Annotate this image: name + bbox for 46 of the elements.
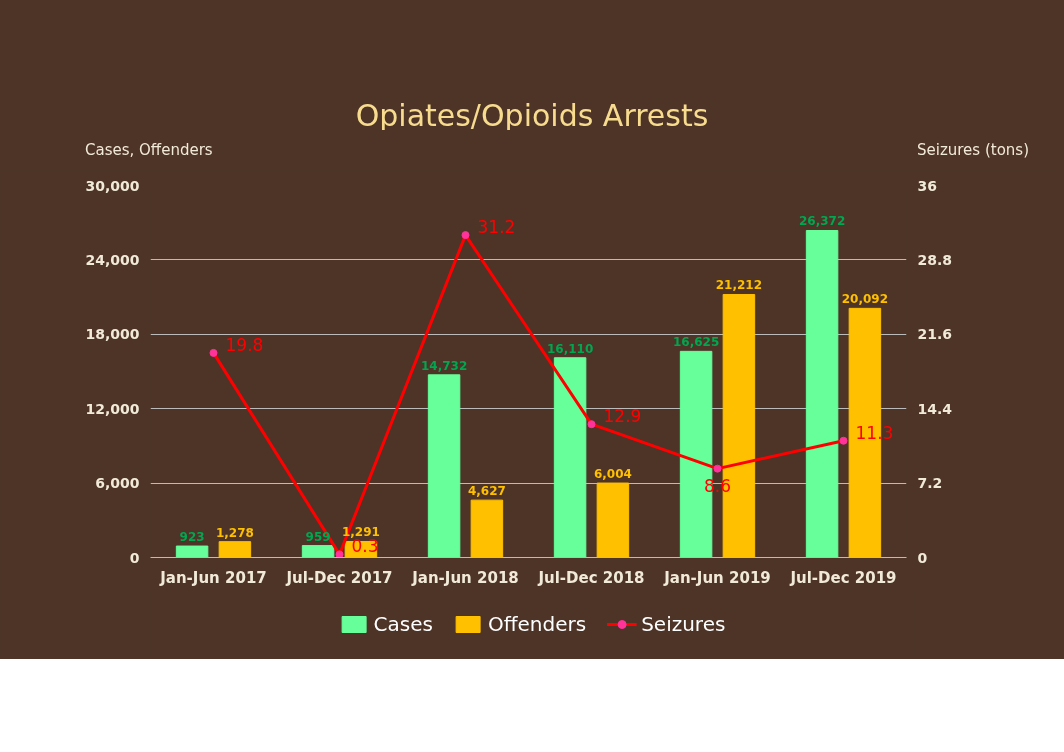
- legend-label: Seizures: [641, 612, 726, 636]
- x-tick-label: Jul-Dec 2019: [789, 568, 897, 587]
- y2-tick-label: 36: [917, 177, 937, 194]
- y2-tick-label: 7.2: [917, 475, 943, 492]
- data-label: 16,625: [672, 335, 720, 350]
- bar: [596, 482, 630, 558]
- y-tick-label: 12,000: [85, 400, 140, 417]
- x-tick-label: Jul-Dec 2018: [537, 568, 645, 587]
- data-label: 923: [179, 530, 205, 545]
- bar: [553, 357, 587, 558]
- y2-tick-label: 0: [917, 549, 928, 566]
- bar: [175, 545, 209, 558]
- bar: [218, 541, 252, 558]
- x-tick-label: Jan-Jun 2018: [411, 568, 519, 587]
- bar: [427, 374, 461, 558]
- data-label: 19.8: [225, 334, 264, 355]
- data-label: 21,212: [715, 278, 763, 293]
- bar: [470, 499, 504, 558]
- y-tick-label: 0: [129, 549, 140, 566]
- y-tick-label: 18,000: [85, 326, 140, 343]
- y2-tick-label: 28.8: [917, 251, 953, 268]
- bar: [301, 545, 335, 558]
- y2-axis-title: Seizures (tons): [916, 140, 1029, 161]
- data-label: 12.9: [603, 406, 642, 427]
- data-label: 14,732: [420, 358, 468, 373]
- data-label: 4,627: [467, 484, 506, 499]
- x-tick-label: Jul-Dec 2017: [285, 568, 393, 587]
- y-tick-label: 24,000: [85, 251, 140, 268]
- data-label: 1,278: [215, 525, 254, 540]
- legend-label: Offenders: [487, 612, 587, 636]
- x-tick-label: Jan-Jun 2019: [663, 568, 771, 587]
- y-axis-title: Cases, Offenders: [85, 140, 213, 161]
- data-label: 6,004: [593, 467, 632, 482]
- legend-label: Cases: [373, 612, 433, 636]
- data-label: 8.6: [703, 475, 732, 496]
- data-label: 31.2: [477, 217, 516, 238]
- bar: [805, 229, 839, 558]
- data-label: 20,092: [841, 292, 889, 307]
- y-tick-label: 6,000: [95, 475, 140, 492]
- y2-tick-label: 14.4: [917, 400, 953, 417]
- data-label: 26,372: [798, 214, 846, 229]
- data-label: 16,110: [546, 341, 594, 356]
- x-tick-label: Jan-Jun 2017: [159, 568, 267, 587]
- chart-title: Opiates/Opioids Arrests: [355, 97, 709, 135]
- y2-tick-label: 21.6: [917, 326, 953, 343]
- y-tick-label: 30,000: [85, 177, 140, 194]
